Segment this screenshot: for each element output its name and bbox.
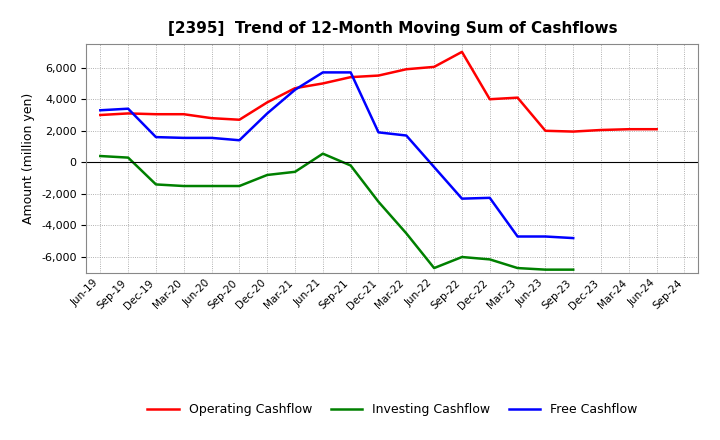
Free Cashflow — [207, 135, 216, 140]
Free Cashflow — [318, 70, 327, 75]
Y-axis label: Amount (million yen): Amount (million yen) — [22, 93, 35, 224]
Investing Cashflow — [513, 265, 522, 271]
Free Cashflow — [291, 87, 300, 92]
Operating Cashflow — [291, 85, 300, 91]
Investing Cashflow — [346, 163, 355, 168]
Investing Cashflow — [179, 183, 188, 189]
Free Cashflow — [346, 70, 355, 75]
Operating Cashflow — [207, 116, 216, 121]
Free Cashflow — [485, 195, 494, 201]
Operating Cashflow — [458, 49, 467, 55]
Investing Cashflow — [207, 183, 216, 189]
Operating Cashflow — [569, 129, 577, 134]
Free Cashflow — [541, 234, 550, 239]
Operating Cashflow — [513, 95, 522, 100]
Free Cashflow — [263, 111, 271, 116]
Free Cashflow — [374, 130, 383, 135]
Operating Cashflow — [624, 127, 633, 132]
Operating Cashflow — [541, 128, 550, 133]
Investing Cashflow — [124, 155, 132, 160]
Free Cashflow — [513, 234, 522, 239]
Operating Cashflow — [124, 111, 132, 116]
Investing Cashflow — [374, 199, 383, 205]
Operating Cashflow — [96, 112, 104, 117]
Investing Cashflow — [318, 151, 327, 156]
Operating Cashflow — [430, 64, 438, 70]
Operating Cashflow — [374, 73, 383, 78]
Line: Free Cashflow: Free Cashflow — [100, 73, 573, 238]
Investing Cashflow — [152, 182, 161, 187]
Operating Cashflow — [652, 127, 661, 132]
Operating Cashflow — [179, 112, 188, 117]
Investing Cashflow — [235, 183, 243, 189]
Investing Cashflow — [541, 267, 550, 272]
Operating Cashflow — [152, 112, 161, 117]
Free Cashflow — [179, 135, 188, 140]
Investing Cashflow — [485, 257, 494, 262]
Operating Cashflow — [318, 81, 327, 86]
Investing Cashflow — [569, 267, 577, 272]
Investing Cashflow — [458, 254, 467, 260]
Free Cashflow — [430, 165, 438, 170]
Investing Cashflow — [291, 169, 300, 174]
Investing Cashflow — [96, 154, 104, 159]
Investing Cashflow — [263, 172, 271, 178]
Title: [2395]  Trend of 12-Month Moving Sum of Cashflows: [2395] Trend of 12-Month Moving Sum of C… — [168, 21, 617, 36]
Operating Cashflow — [402, 66, 410, 72]
Operating Cashflow — [485, 97, 494, 102]
Legend: Operating Cashflow, Investing Cashflow, Free Cashflow: Operating Cashflow, Investing Cashflow, … — [143, 398, 642, 421]
Operating Cashflow — [263, 100, 271, 105]
Operating Cashflow — [346, 74, 355, 80]
Investing Cashflow — [402, 231, 410, 236]
Line: Investing Cashflow: Investing Cashflow — [100, 154, 573, 270]
Operating Cashflow — [597, 127, 606, 132]
Free Cashflow — [235, 138, 243, 143]
Free Cashflow — [569, 235, 577, 241]
Free Cashflow — [124, 106, 132, 111]
Free Cashflow — [458, 196, 467, 201]
Free Cashflow — [402, 133, 410, 138]
Free Cashflow — [152, 135, 161, 140]
Investing Cashflow — [430, 265, 438, 271]
Line: Operating Cashflow: Operating Cashflow — [100, 52, 657, 132]
Free Cashflow — [96, 108, 104, 113]
Operating Cashflow — [235, 117, 243, 122]
